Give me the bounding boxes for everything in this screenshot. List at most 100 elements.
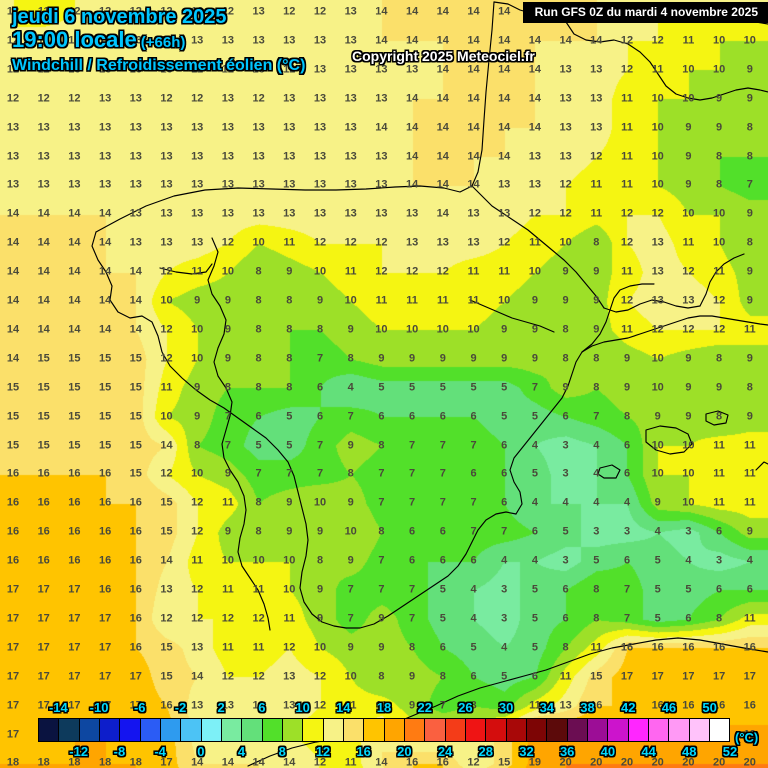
grid-value: 9 — [347, 554, 354, 567]
grid-value: 14 — [98, 294, 112, 307]
grid-value: 11 — [621, 265, 633, 278]
grid-value: 10 — [191, 467, 204, 480]
grid-value: 13 — [344, 207, 357, 220]
grid-value: 11 — [743, 496, 756, 509]
legend-swatch — [669, 719, 690, 741]
grid-value: 15 — [129, 381, 142, 394]
grid-value: 13 — [252, 178, 265, 191]
grid-value: 10 — [651, 467, 664, 480]
legend-tick-bottom: 20 — [397, 744, 412, 759]
legend-tick-top: 14 — [336, 700, 351, 715]
model-run-bar: Run GFS 0Z du mardi 4 novembre 2025 — [522, 2, 768, 23]
grid-value: 14 — [191, 756, 204, 768]
grid-value: 8 — [716, 612, 723, 625]
grid-value: 9 — [347, 641, 354, 654]
grid-value: 16 — [682, 641, 695, 654]
grid-value: 16 — [98, 583, 112, 596]
legend-swatch — [445, 719, 466, 741]
grid-value: 17 — [682, 670, 695, 683]
grid-value: 13 — [252, 150, 265, 162]
grid-value: 6 — [409, 410, 416, 423]
grid-value: 17 — [129, 699, 142, 712]
grid-value: 9 — [409, 352, 416, 365]
grid-value: 9 — [470, 352, 477, 365]
grid-value: 9 — [531, 294, 538, 307]
grid-value: 13 — [160, 178, 173, 191]
grid-value: 8 — [316, 323, 324, 336]
grid-value: 13 — [283, 92, 296, 105]
grid-value: 6 — [716, 525, 723, 538]
grid-value: 14 — [98, 207, 112, 220]
grid-value: 7 — [409, 467, 416, 480]
grid-value: 6 — [439, 641, 446, 654]
grid-value: 9 — [685, 381, 692, 394]
grid-value: 15 — [68, 410, 81, 423]
grid-value: 12 — [313, 670, 327, 683]
grid-value: 16 — [37, 554, 50, 567]
grid-value: 9 — [286, 496, 293, 509]
grid-value: 5 — [501, 670, 508, 683]
grid-value: 4 — [746, 554, 753, 567]
grid-value: 8 — [593, 236, 600, 249]
grid-value: 13 — [191, 178, 204, 191]
grid-value: 6 — [316, 410, 324, 423]
grid-value: 13 — [98, 92, 112, 105]
grid-value: 13 — [559, 63, 572, 76]
grid-value: 13 — [559, 150, 572, 162]
grid-value: 8 — [255, 496, 262, 509]
grid-value: 13 — [6, 150, 20, 162]
grid-value: 11 — [743, 323, 756, 336]
grid-value: 17 — [98, 699, 112, 712]
grid-value: 13 — [528, 178, 542, 191]
grid-value: 12 — [221, 236, 235, 249]
grid-value: 5 — [439, 583, 446, 596]
grid-value: 8 — [255, 381, 262, 394]
grid-value: 8 — [562, 352, 569, 365]
legend-swatch — [648, 719, 670, 741]
grid-value: 10 — [682, 207, 695, 220]
grid-value: 5 — [470, 641, 477, 654]
grid-value: 12 — [620, 294, 634, 307]
grid-value: 14 — [436, 63, 449, 76]
grid-value: 13 — [160, 583, 173, 596]
grid-value: 15 — [98, 410, 112, 423]
grid-value: 9 — [194, 381, 201, 394]
forecast-date-label: jeudi 6 novembre 2025 — [12, 6, 227, 28]
grid-value: 14 — [68, 294, 81, 307]
grid-value: 15 — [160, 670, 173, 683]
grid-value: 5 — [439, 612, 446, 625]
grid-value: 12 — [221, 63, 235, 76]
grid-value: 8 — [378, 525, 385, 538]
grid-value: 16 — [98, 525, 112, 538]
grid-value: 13 — [498, 178, 511, 191]
grid-value: 14 — [98, 236, 112, 249]
grid-value: 14 — [436, 34, 449, 47]
grid-value: 12 — [6, 63, 20, 76]
grid-value: 9 — [286, 525, 293, 538]
grid-value: 14 — [375, 5, 388, 18]
grid-value: 9 — [347, 439, 354, 451]
grid-value: 7 — [378, 583, 385, 596]
grid-value: 7 — [623, 583, 631, 596]
grid-value: 13 — [344, 150, 357, 162]
grid-value: 9 — [378, 352, 385, 365]
grid-value: 11 — [344, 699, 357, 712]
legend-swatch — [120, 719, 141, 741]
legend-swatch — [506, 719, 527, 741]
grid-value: 15 — [590, 670, 603, 683]
grid-value: 11 — [283, 612, 296, 625]
grid-value: 16 — [37, 496, 50, 509]
grid-value: 8 — [439, 670, 446, 683]
grid-value: 12 — [620, 236, 634, 249]
legend-swatch — [160, 719, 182, 741]
legend-tick-top: 34 — [539, 700, 555, 715]
legend-swatch — [343, 719, 365, 741]
grid-value: 14 — [467, 178, 480, 191]
grid-value: 14 — [467, 34, 480, 47]
grid-value: 13 — [129, 207, 142, 220]
grid-value: 5 — [531, 467, 538, 480]
grid-value: 10 — [405, 323, 419, 336]
grid-value: 13 — [252, 699, 265, 712]
grid-value: 12 — [191, 583, 204, 596]
grid-value: 11 — [529, 699, 541, 712]
